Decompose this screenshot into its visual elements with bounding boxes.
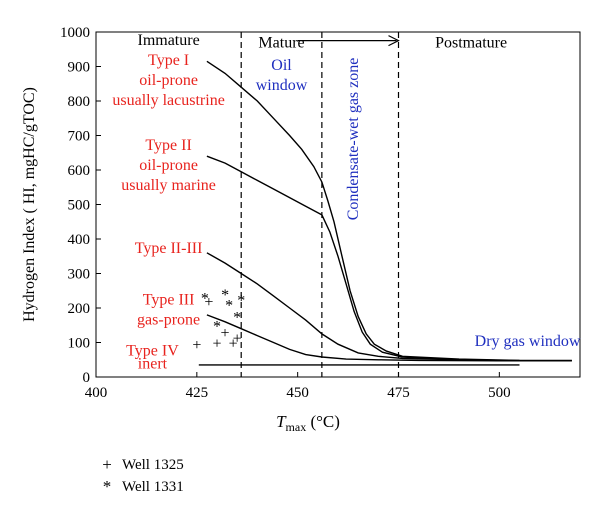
well-1325-marker: + [221, 325, 230, 342]
y-tick-label: 400 [68, 232, 91, 248]
well-1325-marker: + [229, 336, 238, 353]
arrow-head [388, 35, 400, 47]
y-axis-label: Hydrogen Index ( HI, mgHC/gTOC) [21, 87, 38, 322]
kerogen-type-label: usually marine [121, 177, 216, 194]
x-axis-label: Tmax (°C) [276, 412, 340, 434]
well-1325-marker: + [204, 294, 213, 311]
well-1331-marker: * [233, 310, 241, 327]
window-label: window [256, 77, 308, 94]
kerogen-curve-4 [206, 314, 520, 362]
kerogen-type-label: Type IV [126, 343, 179, 360]
y-tick-label: 800 [68, 94, 91, 110]
condensate-zone-label: Condensate-wet gas zone [345, 58, 362, 221]
zone-label: Postmature [435, 35, 507, 52]
kerogen-type-label: inert [138, 356, 168, 373]
x-tick-label: 400 [85, 385, 108, 401]
well-1325-marker: + [192, 337, 201, 354]
maturity-boundaries [240, 32, 400, 377]
legend-label: Well 1331 [122, 478, 184, 495]
zone-label: Immature [137, 32, 199, 49]
y-tick-label: 900 [68, 60, 91, 76]
legend-marker: + [102, 455, 112, 474]
y-tick-label: 1000 [60, 25, 90, 41]
well-1331-marker: * [225, 298, 233, 315]
kerogen-type-label: usually lacustrine [112, 92, 224, 109]
annotations: Immature Mature Postmature Oil window Dry gas… [112, 32, 581, 373]
well-1331-marker: * [221, 287, 229, 304]
axes: 400 425 450 475 500 0 100 200 300 400 500 600 700 800… [21, 25, 581, 434]
kerogen-type-label: Type II-III [135, 240, 203, 257]
y-tick-label: 500 [68, 198, 91, 214]
legend-item-well-1331: * Well 1331 [96, 476, 184, 498]
y-tick-label: 600 [68, 163, 91, 179]
x-tick-label: 500 [488, 385, 511, 401]
well-1331-marker: * [213, 318, 221, 335]
well-1331-marker: * [201, 291, 209, 308]
kerogen-curve-2 [206, 155, 572, 362]
well-1331-marker: * [237, 292, 245, 309]
x-tick-label: 475 [387, 385, 410, 401]
zone-label: Mature [258, 35, 304, 52]
window-label: Oil [271, 57, 292, 74]
y-tick-label: 700 [68, 129, 91, 145]
legend-marker: * [102, 477, 112, 496]
kerogen-curve-1 [206, 60, 572, 362]
kerogen-type-label: Type II [145, 137, 191, 154]
x-tick-label: 450 [286, 385, 309, 401]
y-tick-label: 300 [68, 267, 91, 283]
window-label: Dry gas window [475, 333, 581, 350]
kerogen-curve-3 [206, 252, 520, 362]
well-samples: ++++++****** [192, 287, 245, 354]
x-tick-label: 425 [186, 385, 209, 401]
legend-label: Well 1325 [122, 456, 184, 473]
kerogen-curves [198, 60, 572, 366]
well-1325-marker: + [233, 330, 242, 347]
y-tick-label: 200 [68, 301, 91, 317]
legend-item-well-1325: + Well 1325 [96, 454, 184, 476]
y-tick-label: 0 [83, 370, 91, 386]
kerogen-type-label: oil-prone [139, 72, 198, 89]
legend: + Well 1325 * Well 1331 [96, 454, 184, 498]
kerogen-type-label: gas-prone [137, 312, 200, 329]
y-tick-label: 100 [68, 336, 91, 352]
well-1325-marker: + [212, 336, 221, 353]
kerogen-type-label: oil-prone [139, 157, 198, 174]
kerogen-type-label: Type III [143, 292, 195, 309]
kerogen-type-label: Type I [148, 52, 189, 69]
